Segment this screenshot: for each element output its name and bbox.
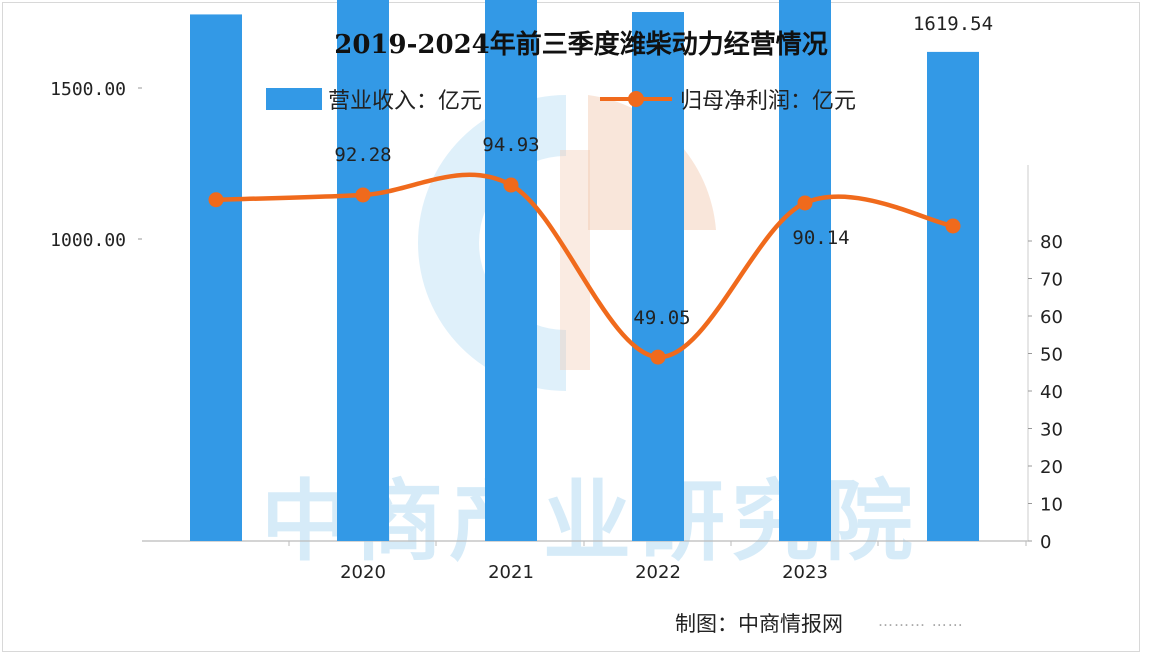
source-note: 制图：中商情报网 [675, 612, 843, 636]
legend-item-revenue: 营业收入：亿元 [266, 84, 482, 114]
legend-swatch-bar [266, 88, 322, 110]
watermark-logo-left [418, 95, 566, 391]
right-tick-label: 40 [1040, 382, 1063, 403]
right-tick-label: 30 [1040, 420, 1063, 441]
line-value-label: 94.93 [482, 134, 539, 156]
right-tick-label: 60 [1040, 307, 1063, 328]
right-tick-label: 0 [1040, 532, 1051, 553]
x-tick-label: 2022 [635, 562, 681, 583]
bar-value-label: 1619.54 [913, 13, 993, 35]
bar [190, 14, 242, 541]
bar [779, 0, 831, 541]
line-point [208, 192, 224, 208]
legend-swatch-line [600, 89, 672, 109]
right-tick-label: 20 [1040, 457, 1063, 478]
line-point [503, 177, 519, 193]
watermark-logo-bar [560, 150, 590, 370]
x-tick-label: 2023 [782, 562, 828, 583]
legend-item-net-profit: 归母净利润：亿元 [600, 84, 856, 114]
left-tick-label: 1500.00 [50, 79, 126, 100]
line-value-label: 49.05 [633, 307, 690, 329]
left-tick-label: 1000.00 [50, 230, 126, 251]
axes: 1000.001500.002000.000102030405060708020… [50, 79, 1063, 583]
bar [485, 0, 537, 542]
right-tick-label: 70 [1040, 270, 1063, 291]
right-tick-label: 50 [1040, 345, 1063, 366]
line-value-label: 90.14 [792, 227, 849, 249]
line-point [650, 349, 666, 365]
line-point [945, 218, 961, 234]
line-point [797, 195, 813, 211]
legend-label-net-profit: 归母净利润：亿元 [680, 89, 857, 114]
line-value-labels: 92.28 94.93 49.05 90.14 [334, 134, 849, 329]
bar [337, 0, 389, 541]
bar-value-labels: 1743.611972.882202.151751.582139.581619.… [913, 13, 993, 35]
right-tick-label: 80 [1040, 232, 1063, 253]
chart-title: 2019-2024年前三季度潍柴动力经营情况 [334, 30, 828, 60]
source-note-trailing: ……… …… [878, 612, 964, 630]
line-value-label: 92.28 [334, 144, 391, 166]
x-tick-label: 2021 [488, 562, 534, 583]
right-tick-label: 10 [1040, 495, 1063, 516]
line-point [355, 187, 371, 203]
x-tick-label: 2020 [340, 562, 386, 583]
legend-label-revenue: 营业收入：亿元 [328, 89, 483, 114]
bar [927, 51, 979, 541]
line-series [208, 172, 961, 365]
